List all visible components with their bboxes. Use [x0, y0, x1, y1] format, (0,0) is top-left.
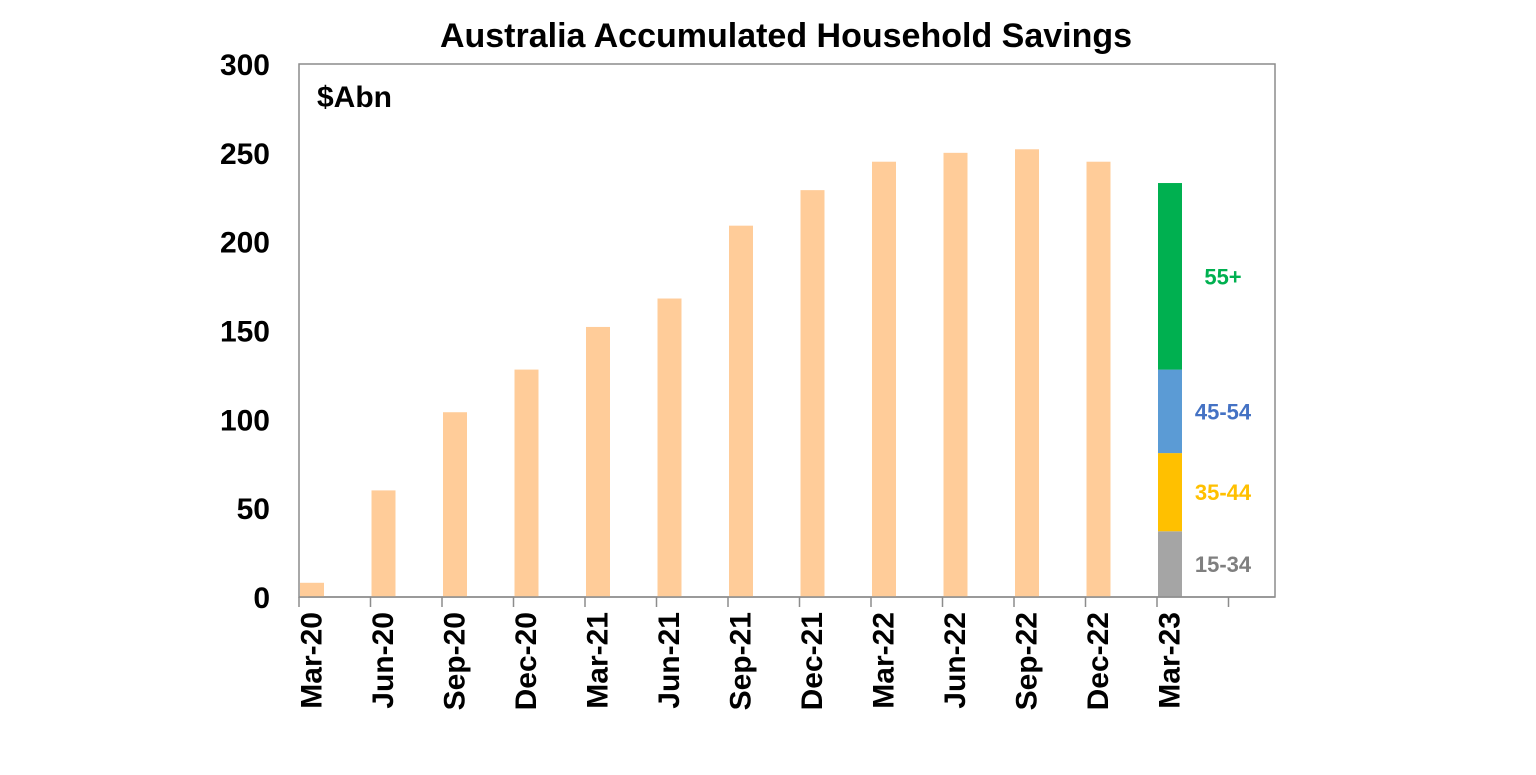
bars-group	[300, 149, 1111, 598]
stack-segment-label: 45-54	[1195, 399, 1252, 424]
x-axis: Mar-20 Jun-20 Sep-20 Dec-20 Mar-21 Jun-21 Sep-…	[296, 596, 1275, 710]
x-tick-label: Mar-21	[582, 612, 615, 709]
stack-segment-label: 35-44	[1195, 480, 1252, 505]
x-tick-label: Sep-22	[1011, 612, 1044, 710]
bar-dec-21	[800, 190, 825, 598]
x-tick-label: Dec-22	[1082, 612, 1115, 710]
x-tick-label: Mar-22	[868, 612, 901, 709]
y-axis: 0 50 100 150 200 250 300	[220, 49, 270, 615]
bar-mar-22	[872, 161, 896, 597]
bar-sep-20	[443, 412, 467, 597]
bar-sep-21	[729, 225, 753, 597]
bar-mar-20	[300, 582, 324, 597]
x-tick-label: Dec-20	[510, 612, 543, 710]
y-tick-label: 50	[237, 493, 270, 526]
x-tick-label: Jun-22	[939, 612, 972, 709]
unit-label: $Abn	[317, 81, 392, 114]
y-tick-label: 0	[253, 582, 270, 615]
bar-jun-21	[657, 298, 682, 597]
x-tick-label: Sep-20	[439, 612, 472, 710]
stack-segment-35-44	[1158, 453, 1182, 532]
x-tick-label: Jun-20	[367, 612, 400, 709]
stack-segment-15-34	[1158, 531, 1182, 597]
stack-segment-55plus	[1158, 183, 1182, 370]
y-tick-label: 150	[220, 316, 270, 349]
y-tick-label: 200	[220, 227, 270, 260]
y-tick-label: 250	[220, 138, 270, 171]
x-tick-label: Jun-21	[653, 612, 686, 709]
stack-segment-label: 15-34	[1195, 552, 1252, 577]
x-tick-label: Sep-21	[725, 612, 758, 710]
stack-segment-45-54	[1158, 369, 1182, 454]
stack-segment-label: 55+	[1204, 264, 1241, 289]
stacked-bar-group: 15-34 35-44 45-54 55+	[1158, 183, 1252, 597]
bar-dec-20	[514, 369, 539, 597]
x-tick-label: Mar-20	[296, 612, 329, 709]
bar-jun-22	[943, 152, 968, 598]
y-tick-label: 100	[220, 404, 270, 437]
bar-sep-22	[1015, 149, 1039, 597]
bar-mar-21	[586, 326, 610, 597]
chart-title: Australia Accumulated Household Savings	[440, 17, 1132, 55]
y-tick-label: 300	[220, 49, 270, 82]
bar-jun-20	[371, 490, 396, 597]
x-tick-label: Mar-23	[1154, 612, 1187, 709]
x-tick-label: Dec-21	[796, 612, 829, 710]
bar-dec-22	[1086, 161, 1111, 597]
